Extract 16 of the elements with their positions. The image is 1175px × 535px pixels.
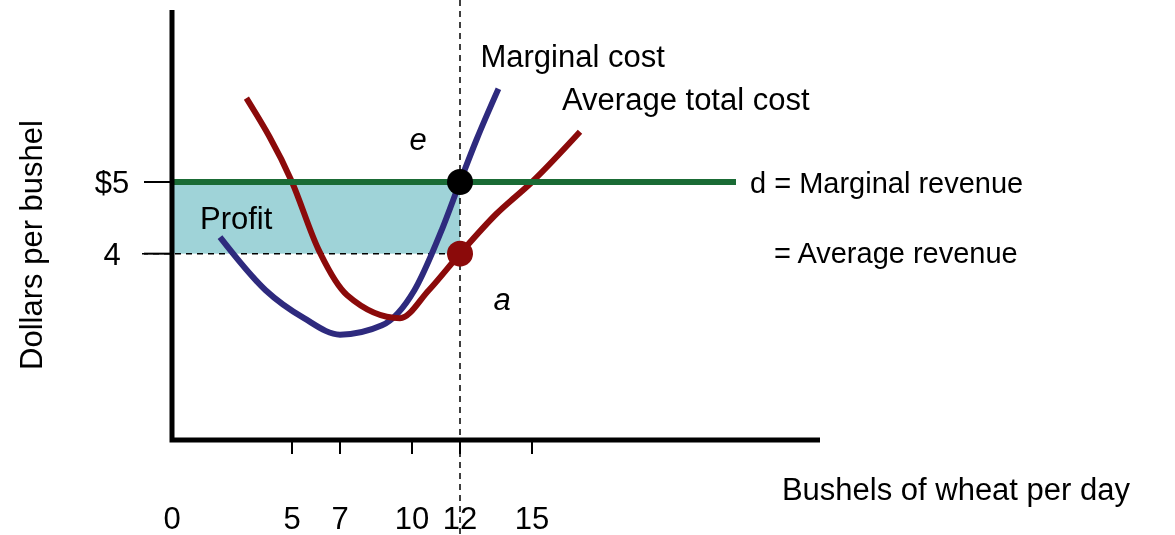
x-tick-label: 15 xyxy=(514,501,550,535)
text: d = Marginal revenue = Average revenue xyxy=(750,167,1024,269)
annotation: e xyxy=(409,122,427,157)
y-tick-label: 4 xyxy=(103,236,121,272)
x-tick-label: 0 xyxy=(163,501,181,535)
annotation: a xyxy=(493,281,511,317)
x-tick-label: 10 xyxy=(394,501,430,535)
y-axis-title: Dollars per bushel xyxy=(14,120,49,370)
x-tick-label: 12 xyxy=(442,501,478,535)
series-label: Average total cost xyxy=(562,81,810,117)
x-tick-label: 5 xyxy=(283,501,301,535)
y-tick-label: $5 xyxy=(94,165,130,200)
x-tick-label: 7 xyxy=(331,501,349,535)
x-axis-title: Bushels of wheat per day xyxy=(781,472,1131,507)
series-label: Marginal cost xyxy=(480,38,666,74)
band-label: Profit xyxy=(200,200,273,236)
